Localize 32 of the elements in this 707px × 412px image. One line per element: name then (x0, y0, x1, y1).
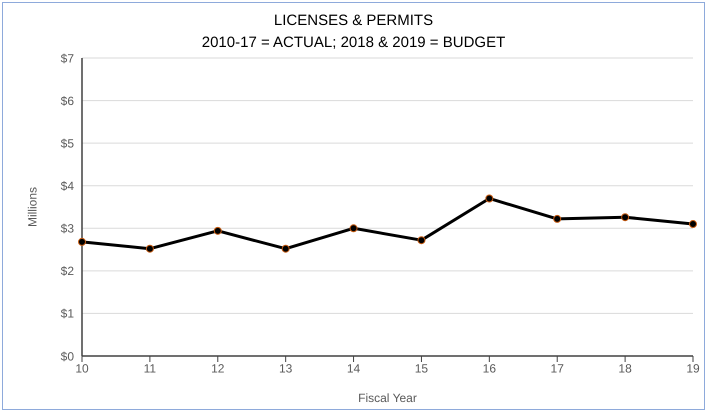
y-tick-label: $1 (60, 306, 74, 321)
y-tick-label: $0 (60, 349, 74, 364)
point (146, 244, 154, 253)
x-tick-label: 12 (211, 362, 225, 376)
point (417, 236, 426, 244)
chart-subtitle: 2010-17 = ACTUAL; 2018 & 2019 = BUDGET (200, 34, 506, 51)
point (350, 224, 358, 232)
y-tick-label: $3 (60, 222, 74, 236)
x-tick-label: 17 (550, 362, 564, 376)
point (621, 213, 630, 222)
point (78, 238, 86, 246)
x-tick-label: 10 (75, 362, 89, 376)
point (485, 194, 494, 202)
y-tick-label: $2 (60, 264, 74, 278)
x-tick-label: 11 (144, 362, 156, 376)
x-tick-label: 16 (482, 362, 496, 376)
y-tick-label: $6 (60, 94, 74, 108)
point (689, 220, 697, 228)
x-tick-label: 15 (414, 362, 428, 376)
x-tick-label: 19 (686, 362, 700, 376)
point (282, 244, 290, 253)
y-tick-label: $4 (60, 178, 74, 193)
x-axis-title: Fiscal Year (358, 391, 417, 405)
point (553, 214, 562, 223)
y-axis-title: Millions (25, 186, 40, 228)
x-tick-label: 18 (618, 362, 632, 376)
chart-title: LICENSES & PERMITS (272, 12, 434, 29)
y-tick-label: $7 (60, 51, 74, 66)
y-tick-label: $5 (60, 136, 74, 150)
x-tick-label: 14 (346, 362, 361, 376)
x-tick-label: 13 (278, 362, 293, 376)
point (214, 226, 222, 235)
